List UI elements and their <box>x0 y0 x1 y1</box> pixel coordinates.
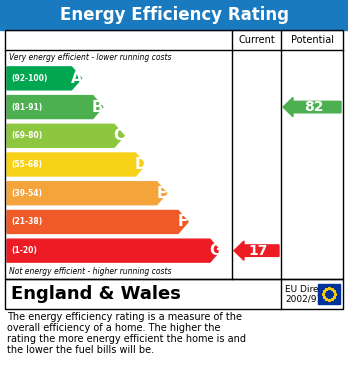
Bar <box>5 279 343 309</box>
Text: the lower the fuel bills will be.: the lower the fuel bills will be. <box>7 345 154 355</box>
Polygon shape <box>7 210 188 233</box>
Text: (39-54): (39-54) <box>11 189 42 198</box>
Bar <box>0 0 348 30</box>
Text: Not energy efficient - higher running costs: Not energy efficient - higher running co… <box>9 267 172 276</box>
Text: (81-91): (81-91) <box>11 102 42 111</box>
Text: overall efficiency of a home. The higher the: overall efficiency of a home. The higher… <box>7 323 221 333</box>
Text: Very energy efficient - lower running costs: Very energy efficient - lower running co… <box>9 52 172 61</box>
Text: Energy Efficiency Rating: Energy Efficiency Rating <box>60 6 288 24</box>
Polygon shape <box>234 241 279 260</box>
Polygon shape <box>7 124 124 147</box>
Text: (55-68): (55-68) <box>11 160 42 169</box>
Polygon shape <box>7 239 220 262</box>
Polygon shape <box>7 153 145 176</box>
Text: A: A <box>71 71 82 86</box>
Text: B: B <box>92 100 104 115</box>
Polygon shape <box>283 97 341 117</box>
Text: (21-38): (21-38) <box>11 217 42 226</box>
Text: Current: Current <box>238 35 275 45</box>
Text: E: E <box>157 186 167 201</box>
Text: Potential: Potential <box>291 35 333 45</box>
Text: 82: 82 <box>304 100 324 114</box>
Polygon shape <box>7 95 103 118</box>
Text: 2002/91/EC: 2002/91/EC <box>285 294 337 303</box>
Text: (69-80): (69-80) <box>11 131 42 140</box>
Text: The energy efficiency rating is a measure of the: The energy efficiency rating is a measur… <box>7 312 242 322</box>
Text: D: D <box>134 157 147 172</box>
Text: C: C <box>113 128 125 143</box>
Polygon shape <box>7 67 81 90</box>
Text: rating the more energy efficient the home is and: rating the more energy efficient the hom… <box>7 334 246 344</box>
Bar <box>318 284 340 304</box>
Text: F: F <box>178 214 188 230</box>
Polygon shape <box>7 182 167 205</box>
Bar <box>5 30 343 279</box>
Text: (92-100): (92-100) <box>11 74 47 83</box>
Text: 17: 17 <box>249 244 268 258</box>
Text: England & Wales: England & Wales <box>11 285 181 303</box>
Text: G: G <box>209 243 221 258</box>
Text: EU Directive: EU Directive <box>285 285 341 294</box>
Text: (1-20): (1-20) <box>11 246 37 255</box>
